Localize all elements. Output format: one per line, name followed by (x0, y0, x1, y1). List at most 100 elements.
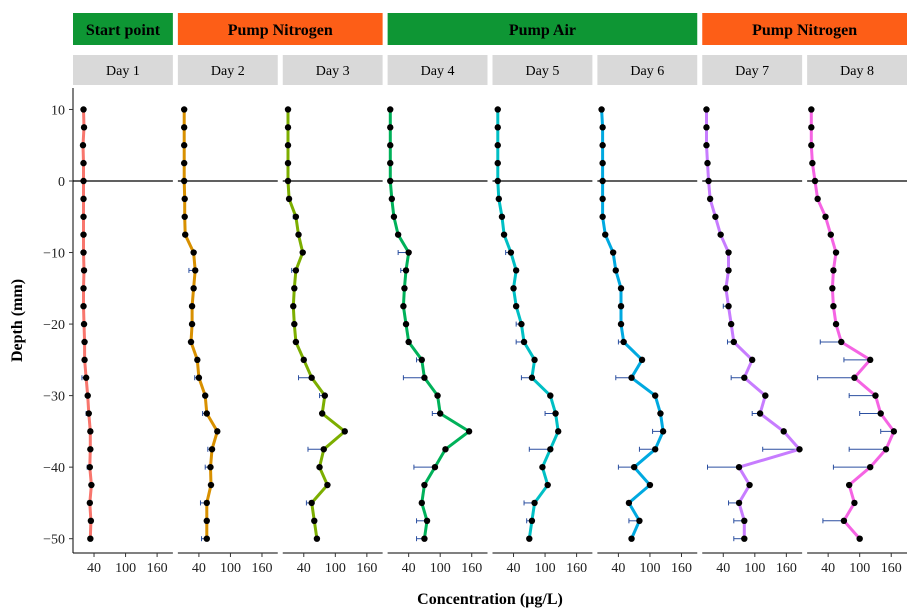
data-point (81, 338, 88, 346)
data-point (192, 267, 199, 274)
data-point (495, 195, 503, 203)
data-point (599, 177, 606, 185)
data-point (518, 320, 525, 328)
data-point (544, 481, 551, 489)
data-point (87, 428, 94, 435)
data-point (756, 410, 764, 417)
data-point (840, 517, 848, 525)
data-point (436, 410, 444, 417)
data-point (79, 142, 87, 149)
data-point (552, 410, 559, 417)
facet-strips: Start point Pump Nitrogen Pump Air Pump Nit… (73, 13, 907, 45)
data-point (735, 499, 743, 507)
x-tick-label: 40 (402, 561, 416, 576)
data-point (539, 463, 546, 471)
x-tick-label: 100 (220, 561, 241, 576)
data-point (809, 159, 816, 167)
data-point (442, 446, 449, 453)
data-point (832, 249, 840, 256)
phase-label: Pump Air (509, 22, 576, 39)
data-point (867, 463, 874, 471)
data-point (526, 535, 533, 542)
data-point (746, 481, 753, 489)
day-label: Day 3 (316, 64, 350, 79)
y-tick-label: −30 (43, 390, 65, 405)
data-point (80, 177, 87, 185)
data-point (88, 481, 95, 489)
x-tick-label: 100 (115, 561, 136, 576)
data-point (651, 392, 659, 399)
data-point (181, 195, 188, 203)
y-tick-label: −50 (43, 533, 65, 548)
data-point (292, 213, 300, 220)
x-tick-label: 160 (881, 561, 902, 576)
data-point (387, 159, 394, 167)
x-tick-label: 100 (535, 561, 556, 576)
x-tick-label: 160 (566, 561, 587, 576)
data-point (284, 177, 292, 185)
data-point (598, 106, 605, 113)
data-point (405, 338, 412, 346)
data-point (625, 499, 633, 507)
data-point (520, 338, 528, 346)
phase-label: Start point (86, 22, 161, 39)
data-point (703, 142, 710, 149)
data-point (180, 124, 188, 131)
series-line (705, 109, 801, 539)
data-point (80, 124, 88, 131)
data-point (190, 285, 197, 292)
data-point (659, 428, 667, 435)
data-point (284, 159, 292, 167)
data-point (80, 302, 87, 310)
data-point (85, 410, 92, 417)
data-point (638, 356, 646, 364)
series-line (496, 109, 560, 539)
data-point (725, 249, 732, 256)
data-point (402, 267, 410, 274)
data-point (547, 392, 554, 399)
facet-panel: Day 3 40 100 160 (282, 55, 383, 576)
data-point (80, 320, 88, 328)
data-point (808, 124, 815, 131)
data-point (86, 463, 94, 471)
y-tick-label: −20 (43, 318, 65, 333)
x-tick-label: 160 (461, 561, 482, 576)
data-point (387, 142, 394, 149)
data-point (630, 463, 638, 471)
data-point (599, 195, 606, 203)
data-point (324, 481, 331, 489)
data-point (845, 481, 853, 489)
x-axis-title: Concentration (µg/L) (417, 591, 563, 608)
data-point (387, 106, 394, 113)
day-strip (492, 55, 593, 85)
data-point (80, 231, 87, 238)
data-point (291, 285, 298, 292)
data-point (465, 428, 473, 435)
data-point (400, 302, 407, 310)
x-tick-label: 40 (716, 561, 730, 576)
data-point (80, 106, 87, 113)
x-tick-label: 40 (611, 561, 625, 576)
data-point (318, 410, 326, 417)
data-point (851, 374, 858, 381)
phase-label: Pump Nitrogen (228, 22, 333, 39)
data-point (830, 267, 837, 274)
data-point (421, 374, 428, 381)
data-point (617, 285, 625, 292)
data-point (405, 249, 412, 256)
x-tick-label: 40 (192, 561, 206, 576)
data-point (181, 213, 188, 220)
day-strip (177, 55, 278, 85)
phase-strip (702, 13, 907, 45)
x-tick-label: 160 (776, 561, 797, 576)
data-point (320, 446, 327, 453)
data-point (494, 124, 501, 131)
data-point (80, 249, 87, 256)
data-point (741, 517, 748, 525)
data-point (187, 338, 195, 346)
data-point (180, 159, 188, 167)
x-tick-label: 160 (356, 561, 377, 576)
data-point (599, 213, 606, 220)
